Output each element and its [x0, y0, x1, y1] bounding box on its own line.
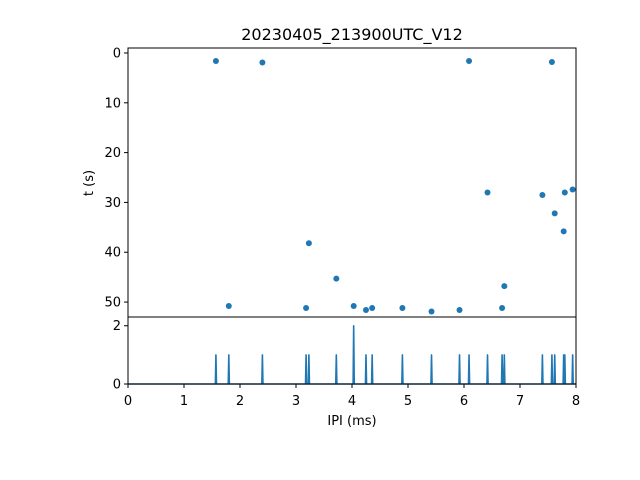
scatter-point — [501, 283, 508, 290]
scatter-point — [259, 59, 266, 66]
scatter-point — [551, 210, 558, 217]
spike-x-axis-label: IPI (ms) — [327, 414, 376, 429]
spike-y-tick-label: 0 — [113, 378, 121, 393]
scatter-point — [333, 275, 340, 282]
scatter-point — [569, 186, 576, 193]
spike-panel-frame — [127, 316, 577, 385]
scatter-y-tick-label: 40 — [104, 246, 121, 261]
scatter-point — [363, 307, 369, 314]
scatter-point — [484, 189, 491, 196]
scatter-points — [212, 57, 576, 315]
scatter-point — [305, 240, 312, 247]
scatter-y-tick-label: 0 — [113, 46, 121, 61]
spike-x-tick-label: 2 — [236, 394, 244, 409]
scatter-point — [456, 307, 463, 314]
chart-title: 20230405_213900UTC_V12 — [241, 25, 463, 45]
scatter-y-tick-label: 20 — [104, 146, 121, 161]
scatter-y-tick-label: 30 — [104, 196, 121, 211]
scatter-point — [369, 305, 376, 312]
spike-x-axis-ticks: 0 1 2 3 4 5 6 7 8 — [124, 384, 580, 409]
spike-x-tick-label: 7 — [516, 394, 524, 409]
scatter-point — [303, 305, 310, 312]
scatter-y-tick-label: 50 — [104, 296, 121, 311]
scatter-point — [428, 308, 435, 315]
scatter-point — [399, 305, 406, 312]
spike-x-tick-label: 0 — [124, 394, 132, 409]
scatter-point — [212, 57, 219, 64]
spike-x-tick-label: 5 — [404, 394, 412, 409]
scatter-point — [225, 303, 232, 310]
spike-x-tick-label: 1 — [180, 394, 188, 409]
spike-x-tick-label: 6 — [460, 394, 468, 409]
scatter-panel: 0 10 20 30 40 50 t (s) — [82, 46, 577, 318]
scatter-point — [466, 57, 473, 64]
spike-y-tick-label: 2 — [113, 319, 121, 334]
scatter-point — [561, 189, 568, 196]
scatter-point — [350, 303, 357, 310]
spike-x-tick-label: 3 — [292, 394, 300, 409]
spike-x-tick-label: 8 — [572, 394, 580, 409]
scatter-y-tick-label: 10 — [104, 96, 121, 111]
scatter-point — [560, 228, 567, 235]
scatter-point — [499, 305, 506, 312]
spike-y-axis-ticks: 02 — [113, 319, 128, 393]
scatter-point — [548, 58, 555, 65]
spike-x-tick-label: 4 — [348, 394, 356, 409]
scatter-y-axis-label: t (s) — [82, 170, 97, 196]
scatter-y-axis-ticks: 0 10 20 30 40 50 — [104, 46, 128, 311]
scatter-point — [539, 191, 546, 198]
